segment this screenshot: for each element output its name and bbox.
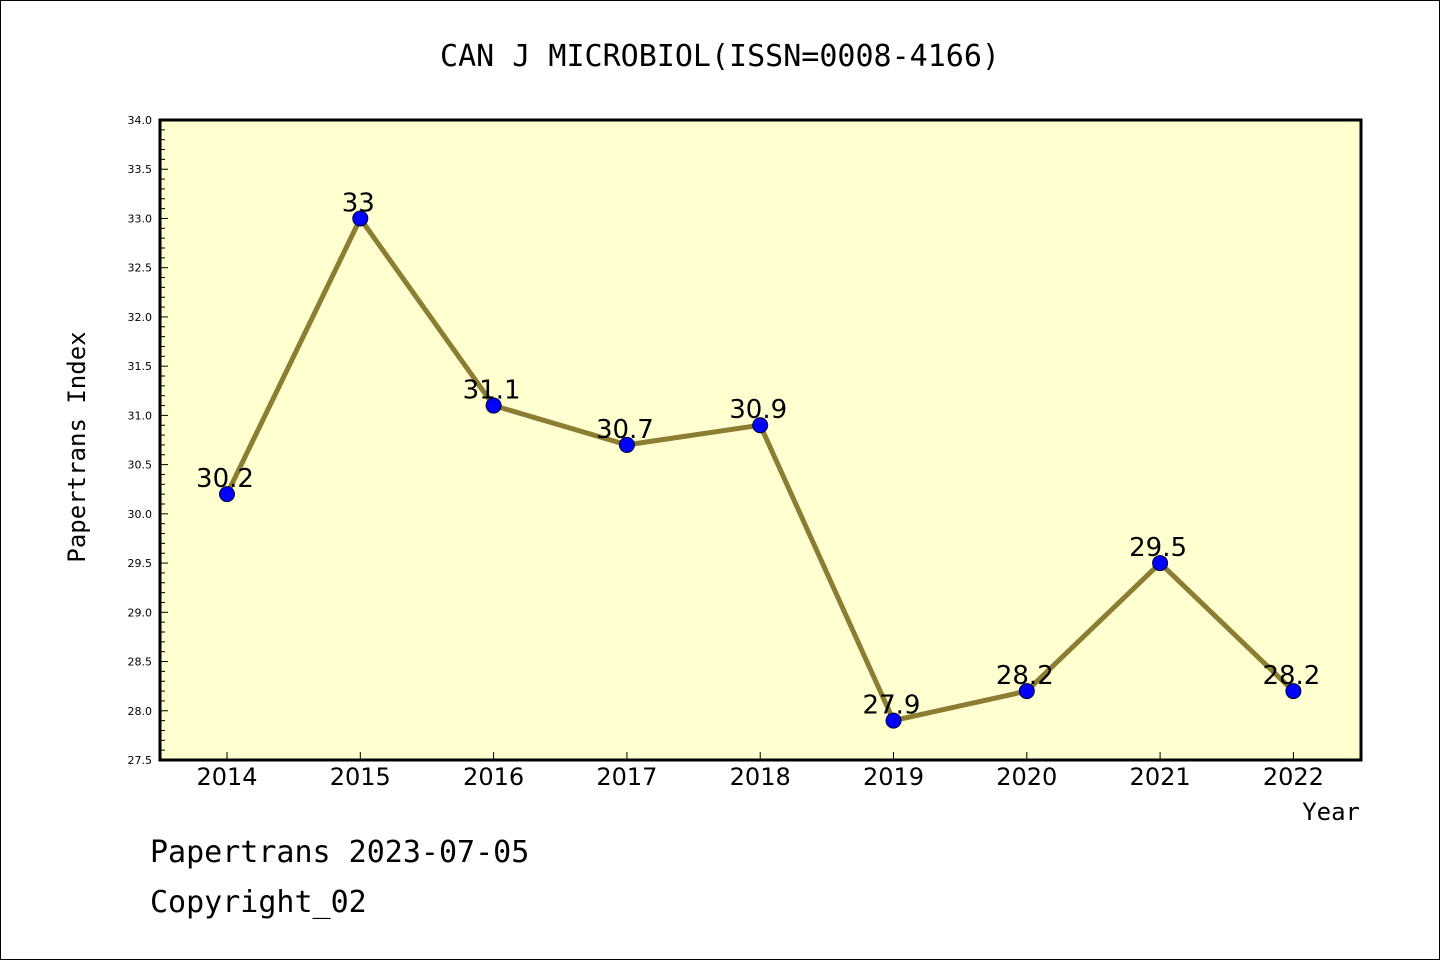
- data-label: 30.2: [196, 464, 254, 494]
- data-label: 31.1: [463, 376, 521, 406]
- x-tick-label: 2016: [463, 763, 524, 791]
- x-tick-label: 2022: [1263, 763, 1324, 791]
- data-label: 29.5: [1129, 533, 1187, 563]
- y-tick-label: 29.0: [128, 606, 153, 619]
- y-axis-ticks: 27.5 28.0 28.5 29.0 29.5 30.0 30.5 31.0 31.5 32.0…: [128, 114, 153, 767]
- data-points: [219, 210, 1302, 729]
- y-tick-label: 32.5: [128, 262, 153, 275]
- y-tick-label: 30.5: [128, 459, 153, 472]
- data-point: [752, 417, 769, 434]
- data-point: [618, 436, 635, 453]
- data-label: 33: [342, 188, 375, 218]
- data-label: 30.9: [729, 395, 787, 425]
- plot-area: [160, 120, 1361, 760]
- data-point: [485, 397, 502, 414]
- footer-date: Papertrans 2023-07-05: [150, 835, 530, 870]
- y-tick-label: 28.0: [128, 705, 153, 718]
- data-point: [1018, 683, 1035, 700]
- data-label: 28.2: [1262, 661, 1320, 691]
- data-point: [219, 486, 235, 503]
- data-point: [885, 712, 902, 729]
- x-tick-label: 2015: [330, 763, 391, 791]
- y-tick-label: 28.5: [128, 656, 153, 669]
- y-tick-label: 31.0: [128, 409, 153, 422]
- y-tick-label: 33.5: [128, 163, 153, 176]
- footer-copyright: Copyright_02: [150, 885, 367, 920]
- x-axis-title: Year: [1302, 798, 1360, 826]
- data-label: 30.7: [596, 415, 654, 445]
- x-tick-label: 2014: [196, 763, 257, 791]
- data-point: [1152, 555, 1169, 572]
- y-tick-label: 34.0: [128, 114, 153, 127]
- plot-border: [158, 118, 1363, 762]
- x-tick-label: 2018: [730, 763, 791, 791]
- data-label: 27.9: [863, 691, 921, 721]
- y-tick-label: 32.0: [128, 311, 153, 324]
- chart-title: CAN J MICROBIOL(ISSN=0008-4166): [440, 39, 1000, 74]
- y-tick-label: 31.5: [128, 360, 153, 373]
- data-point: [1285, 683, 1302, 700]
- y-tick-label: 27.5: [128, 754, 153, 767]
- x-tick-label: 2019: [863, 763, 924, 791]
- y-tick-label: 29.5: [128, 557, 153, 570]
- x-tick-label: 2021: [1130, 763, 1191, 791]
- x-tick-label: 2017: [596, 763, 657, 791]
- y-tick-label: 30.0: [128, 508, 153, 521]
- data-labels: 30.2 33 31.1 30.7 30.9 27.9 28.2 29.5 28.2: [196, 188, 1320, 720]
- y-axis-title: Papertrans Index: [63, 331, 91, 562]
- y-tick-label: 33.0: [128, 212, 153, 225]
- x-axis-ticks: 2014 2015 2016 2017 2018 2019 2020 2021 2022: [196, 752, 1324, 791]
- data-point: [352, 210, 369, 227]
- x-tick-label: 2020: [996, 763, 1057, 791]
- data-label: 28.2: [996, 661, 1054, 691]
